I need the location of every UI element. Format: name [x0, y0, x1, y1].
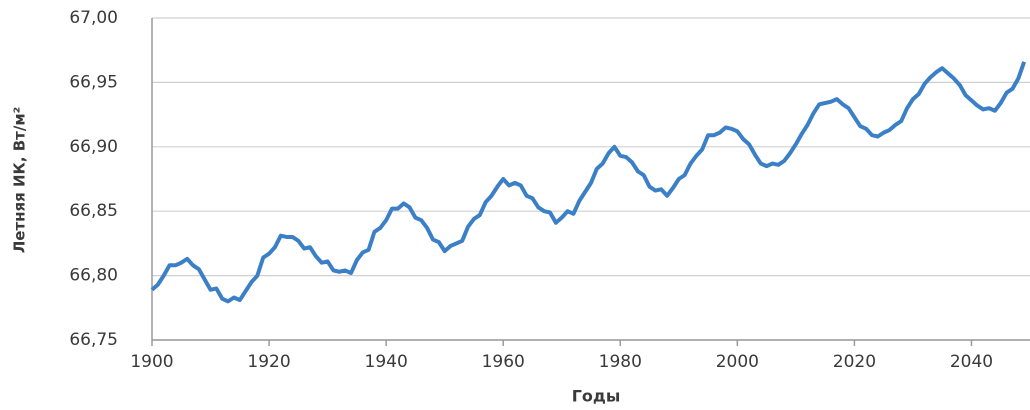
y-tick-label: 67,00: [69, 8, 118, 28]
y-tick-label: 66,75: [69, 330, 118, 350]
y-tick-label: 66,80: [69, 266, 118, 286]
x-tick-label: 1960: [482, 352, 525, 372]
x-tick-label: 2000: [716, 352, 759, 372]
x-tick-label: 1940: [365, 352, 408, 372]
x-tick-label: 1900: [130, 352, 173, 372]
y-tick-label: 66,85: [69, 201, 118, 221]
x-tick-label: 2040: [950, 352, 993, 372]
y-tick-label: 66,95: [69, 72, 118, 92]
x-tick-label: 1980: [599, 352, 642, 372]
x-tick-label: 1920: [247, 352, 290, 372]
data-line: [150, 61, 1027, 304]
x-tick-label: 2020: [833, 352, 876, 372]
y-tick-label: 66,90: [69, 137, 118, 157]
y-axis-label: Летняя ИК, Вт/м²: [11, 107, 29, 253]
x-axis-label: Годы: [572, 387, 621, 406]
